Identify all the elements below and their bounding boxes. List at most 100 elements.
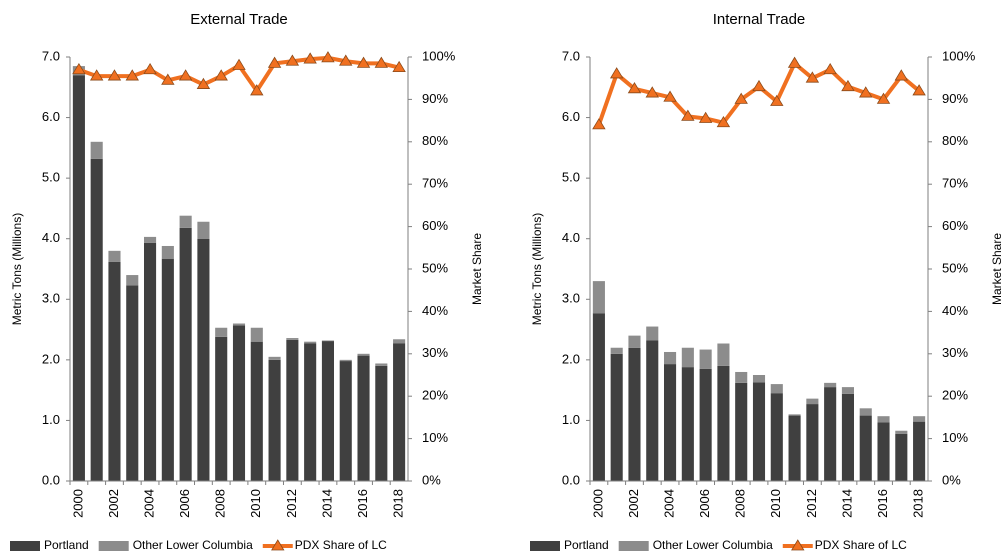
- bar: [197, 221, 210, 239]
- x-tick-label: 2006: [697, 489, 712, 518]
- marker: [787, 56, 802, 68]
- bar: [126, 285, 139, 481]
- bar: [628, 335, 641, 348]
- bar: [144, 236, 157, 243]
- legend-swatch: [98, 541, 129, 551]
- bar: [913, 421, 926, 481]
- y2-tick-label: 30%: [422, 345, 448, 360]
- marker: [214, 69, 228, 81]
- x-tick-label: 2002: [626, 489, 641, 518]
- marker: [143, 62, 157, 75]
- marker: [805, 71, 820, 83]
- y-tick-label: 4.0: [42, 230, 60, 245]
- bar: [215, 336, 228, 481]
- legend-label: Portland: [44, 538, 89, 552]
- marker: [356, 56, 371, 68]
- x-tick-label: 2016: [875, 489, 890, 518]
- x-tick-label: 2008: [733, 489, 748, 518]
- y2-tick-label: 10%: [942, 430, 968, 445]
- marker: [734, 92, 748, 104]
- bar: [286, 338, 299, 340]
- bar: [681, 367, 694, 481]
- y2-tick-label: 40%: [422, 303, 448, 318]
- y-tick-label: 7.0: [562, 48, 580, 63]
- legend-swatch: [791, 539, 805, 551]
- legend-swatch: [618, 541, 649, 551]
- y2-tick-label: 100%: [422, 48, 456, 63]
- marker: [125, 69, 139, 81]
- marker: [232, 58, 246, 70]
- bar: [268, 359, 281, 481]
- bar: [321, 340, 334, 342]
- marker: [609, 67, 624, 79]
- marker: [374, 56, 389, 68]
- bar: [664, 351, 677, 365]
- marker: [285, 54, 300, 66]
- bar: [393, 339, 406, 344]
- marker: [303, 52, 317, 64]
- y2-tick-label: 30%: [942, 345, 968, 360]
- bar: [877, 422, 890, 481]
- bar: [717, 365, 730, 481]
- bar: [250, 341, 263, 481]
- marker: [876, 92, 891, 104]
- chart: Internal Trade Metric Tons (Millions) Mark…: [530, 11, 1003, 552]
- bar: [304, 343, 317, 481]
- bar: [375, 365, 388, 481]
- bar: [646, 340, 659, 481]
- y-tick-label: 6.0: [562, 109, 580, 124]
- marker: [752, 79, 766, 92]
- legend-label: Other Lower Columbia: [133, 538, 253, 552]
- y2-tick-label: 0%: [942, 472, 961, 487]
- bar: [664, 364, 677, 481]
- bar: [770, 393, 783, 481]
- x-tick-label: 2006: [177, 489, 192, 518]
- legend-label: Other Lower Columbia: [653, 538, 773, 552]
- bar: [592, 281, 605, 314]
- x-tick-label: 2014: [319, 489, 334, 518]
- bar: [681, 347, 694, 368]
- legend-swatch: [271, 539, 285, 551]
- bar: [393, 343, 406, 481]
- y2-tick-label: 60%: [422, 218, 448, 233]
- marker: [161, 73, 175, 85]
- bar: [108, 261, 121, 481]
- y-tick-label: 3.0: [42, 291, 60, 306]
- bar: [913, 416, 926, 422]
- x-tick-label: 2002: [106, 489, 121, 518]
- marker: [321, 51, 335, 63]
- bar: [232, 325, 246, 481]
- bar: [179, 227, 192, 481]
- bar: [161, 245, 174, 259]
- chart-title: Internal Trade: [713, 11, 806, 28]
- bar: [610, 347, 623, 354]
- bar: [375, 363, 388, 366]
- bar: [90, 158, 103, 481]
- bar: [232, 323, 246, 326]
- bar: [699, 349, 712, 369]
- marker: [681, 109, 695, 121]
- bar: [859, 408, 872, 416]
- bar: [841, 393, 854, 481]
- marker: [72, 62, 86, 75]
- bar: [215, 327, 228, 337]
- marker: [250, 84, 264, 96]
- bar: [895, 433, 908, 481]
- y2-axis-title: Market Share: [990, 233, 1003, 305]
- bar: [752, 375, 766, 383]
- y2-tick-label: 60%: [942, 218, 968, 233]
- bar: [268, 356, 281, 360]
- y-tick-label: 3.0: [562, 291, 580, 306]
- bar: [357, 353, 370, 356]
- y-tick-label: 4.0: [562, 230, 580, 245]
- legend-label: PDX Share of LC: [295, 538, 387, 552]
- bar: [628, 347, 641, 481]
- bar: [646, 326, 659, 341]
- y2-tick-label: 0%: [422, 472, 441, 487]
- bar: [126, 275, 139, 286]
- bar: [179, 215, 192, 228]
- bar: [339, 361, 352, 481]
- bar: [752, 382, 766, 481]
- marker: [89, 69, 104, 81]
- y-tick-label: 1.0: [562, 412, 580, 427]
